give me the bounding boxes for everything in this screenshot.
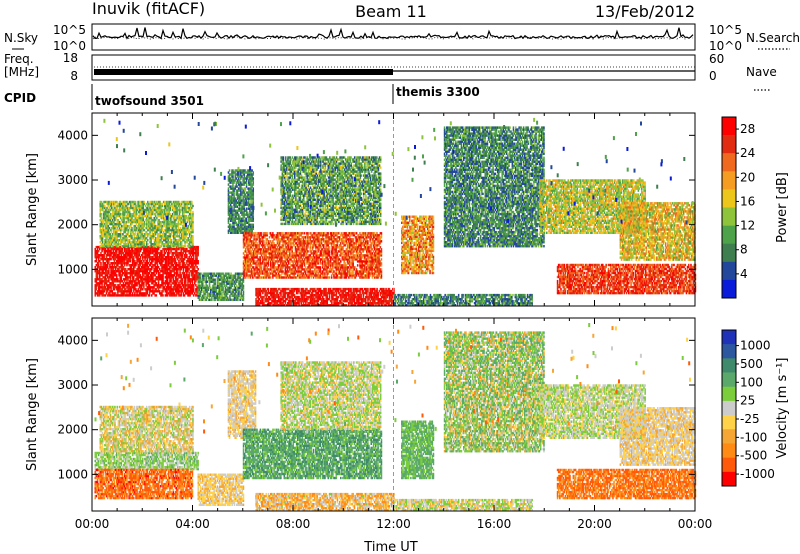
nsky-tick-top: 10^5 [53, 23, 86, 37]
station-title: Inuvik (fitACF) [92, 0, 205, 18]
power-cell [116, 274, 118, 276]
freq-label: Freq. [4, 52, 34, 66]
power-cells [95, 118, 697, 307]
nsearch-label: N.Search [746, 31, 800, 45]
freq-unit: [MHz] [4, 65, 39, 79]
nsky-trace [93, 28, 693, 39]
beam-title: Beam 11 [355, 2, 427, 21]
freq-panel [92, 55, 695, 80]
date-title: 13/Feb/2012 [595, 2, 695, 21]
nave-label: Nave [746, 65, 777, 79]
power-cell [122, 274, 124, 276]
nsky-label: N.Sky [4, 31, 38, 45]
nave-tick-top: 60 [709, 52, 724, 66]
nave-tick-bottom: 0 [709, 69, 717, 83]
freq-trace-twofsound [94, 69, 393, 75]
power-cell [104, 254, 106, 256]
radar-figure: Inuvik (fitACF) Beam 11 13/Feb/2012 N.Sk… [0, 0, 800, 554]
freq-tick-bottom: 8 [70, 69, 78, 83]
cpid-mode-twofsound: twofsound 3501 [95, 94, 204, 108]
power-cell [100, 262, 102, 264]
cpid-mode-themis: themis 3300 [396, 85, 480, 99]
nsearch-tick-top: 10^5 [709, 23, 742, 37]
freq-tick-top: 18 [63, 51, 78, 65]
power-cell [97, 274, 99, 276]
cpid-label: CPID [4, 91, 36, 105]
nsearch-tick-bottom: 10^0 [709, 39, 742, 53]
